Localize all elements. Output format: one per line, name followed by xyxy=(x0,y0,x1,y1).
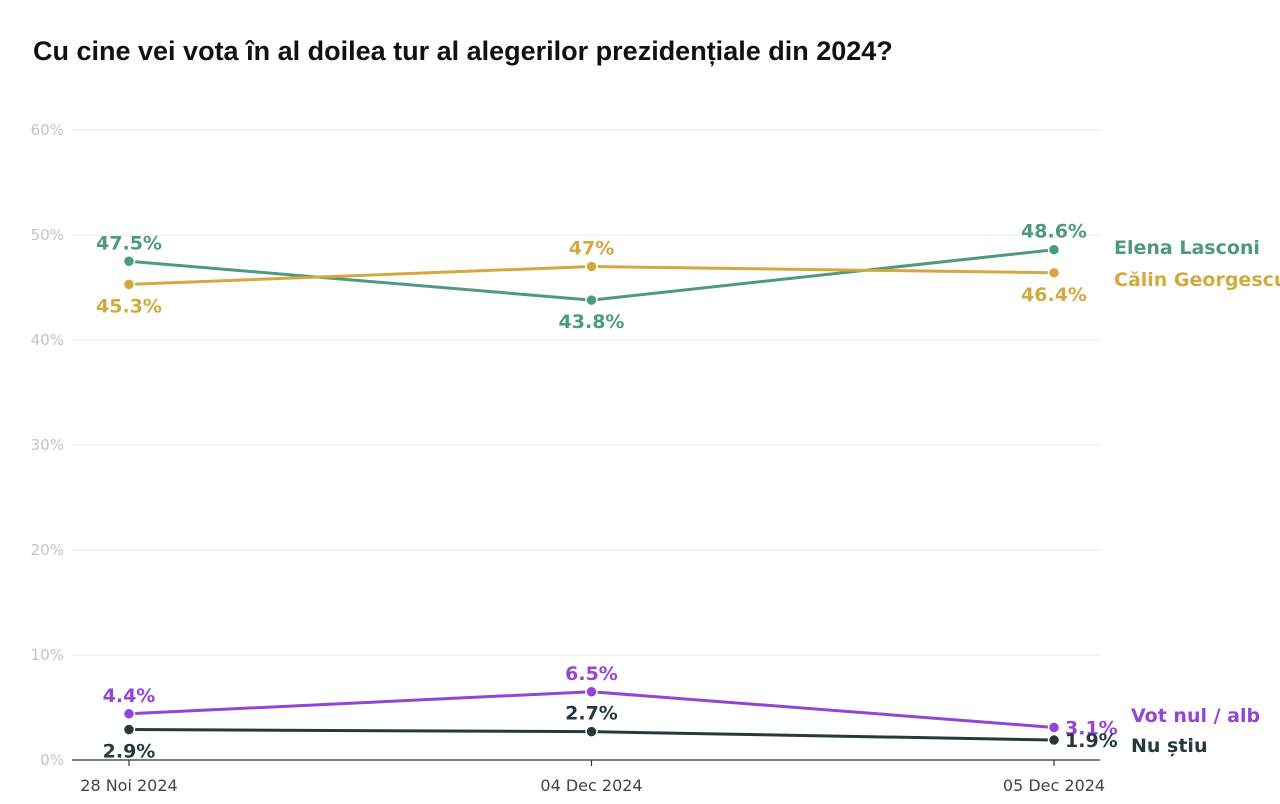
y-axis-ticks: 0% 10% 20% 30% 40% 50% 60% xyxy=(31,121,64,769)
data-labels: 47.5% 43.8% 48.6% 45.3% 47% 46.4% 4.4% 6.5% 3.1%… xyxy=(96,221,1118,763)
data-label: 46.4% xyxy=(1021,284,1087,306)
y-tick-label: 60% xyxy=(31,121,64,139)
x-axis: 28 Noi 2024 04 Dec 2024 05 Dec 2024 xyxy=(72,759,1105,795)
data-label: 43.8% xyxy=(559,311,625,333)
data-label: 2.9% xyxy=(103,741,156,763)
series-label: Călin Georgescu xyxy=(1114,269,1280,291)
x-tick-label: 28 Noi 2024 xyxy=(80,776,177,795)
data-point xyxy=(122,723,136,736)
y-tick-label: 20% xyxy=(31,541,64,559)
data-label: 45.3% xyxy=(96,295,162,317)
y-tick-label: 30% xyxy=(31,436,64,454)
y-tick-label: 10% xyxy=(31,646,64,664)
y-tick-label: 40% xyxy=(31,331,64,349)
data-point xyxy=(585,260,598,273)
data-point xyxy=(1047,243,1061,256)
series-group xyxy=(122,243,1061,747)
data-label: 6.5% xyxy=(565,663,618,685)
chart-title: Cu cine vei vota în al doilea tur al ale… xyxy=(33,36,893,66)
data-point xyxy=(585,685,598,698)
data-label: 2.7% xyxy=(565,703,618,725)
series-label: Vot nul / alb xyxy=(1131,705,1260,727)
series-label: Nu știu xyxy=(1131,735,1207,757)
data-label: 4.4% xyxy=(103,685,156,707)
data-point xyxy=(1047,266,1061,280)
data-label: 3.1% xyxy=(1065,717,1118,739)
series-labels: Elena Lasconi Călin Georgescu Vot nul / al… xyxy=(1114,237,1280,757)
data-label: 47.5% xyxy=(96,232,162,254)
data-label: 47% xyxy=(569,238,614,260)
grid-lines xyxy=(72,129,1100,656)
data-label: 1.9% xyxy=(1065,730,1118,752)
x-tick-label: 04 Dec 2024 xyxy=(540,776,642,795)
data-point xyxy=(1047,733,1061,747)
data-point xyxy=(585,293,598,307)
data-point xyxy=(122,255,136,268)
data-point xyxy=(585,725,598,738)
y-tick-label: 50% xyxy=(31,226,64,244)
data-point xyxy=(122,707,136,721)
y-tick-label: 0% xyxy=(40,751,64,769)
series-label: Elena Lasconi xyxy=(1114,237,1260,259)
data-point xyxy=(1047,721,1061,734)
data-point xyxy=(122,278,136,291)
x-tick-label: 05 Dec 2024 xyxy=(1003,776,1105,795)
data-label: 48.6% xyxy=(1021,221,1087,243)
